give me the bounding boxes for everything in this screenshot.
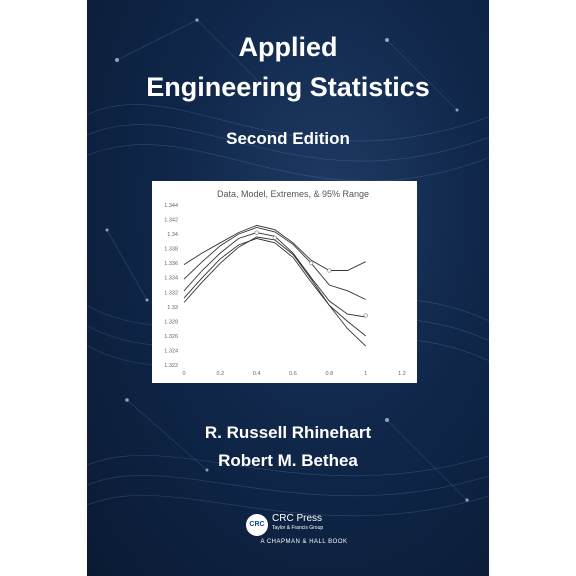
- crc-press-logo: CRC: [246, 514, 268, 536]
- data-point-marker: [272, 235, 277, 240]
- series-line-5: [183, 236, 366, 337]
- data-point-marker: [254, 230, 259, 235]
- book-edition: Second Edition: [226, 129, 350, 148]
- series-line-2: [183, 227, 366, 300]
- author-name-1: R. Russell Rhinehart: [204, 423, 372, 442]
- y-tick-label: 1.328: [164, 319, 178, 325]
- cover-chart: Data, Model, Extremes, & 95% Range 1.322 1…: [152, 181, 417, 383]
- book-title-line1: Applied: [238, 32, 338, 62]
- y-tick-label: 1.326: [164, 334, 178, 340]
- data-point-marker: [309, 261, 314, 266]
- series-line-3: [183, 232, 366, 318]
- book-title-line2: Engineering Statistics: [146, 72, 430, 102]
- chart-title: Data, Model, Extremes, & 95% Range: [217, 189, 369, 199]
- publisher-subtitle: Taylor & Francis Group: [272, 525, 324, 531]
- y-tick-label: 1.334: [164, 276, 178, 282]
- publisher-name: CRC Press: [272, 513, 323, 524]
- y-tick-label: 1.342: [164, 218, 178, 224]
- y-tick-label: 1.338: [164, 247, 178, 253]
- publisher-imprint: A CHAPMAN & HALL BOOK: [260, 539, 348, 545]
- y-tick-label: 1.33: [167, 305, 178, 311]
- data-point-marker: [363, 313, 368, 318]
- y-tick-label: 1.332: [164, 290, 178, 296]
- y-tick-label: 1.336: [164, 261, 178, 267]
- x-tick-label: 1: [364, 371, 367, 377]
- x-tick-label: 0.2: [217, 371, 225, 377]
- y-tick-label: 1.34: [167, 232, 178, 238]
- series-line-1: [183, 224, 366, 271]
- publisher-block: CRC CRC Press Taylor & Francis Group A C…: [234, 512, 384, 552]
- book-cover: Applied Engineering Statistics Second Ed…: [87, 0, 489, 576]
- data-point-marker: [327, 268, 332, 273]
- series-line-4: [183, 238, 367, 347]
- x-tick-label: 0: [182, 371, 185, 377]
- x-tick-label: 1.2: [398, 371, 406, 377]
- chart-plot: Data, Model, Extremes, & 95% Range 1.322 1…: [164, 189, 406, 377]
- author-name-2: Robert M. Bethea: [218, 451, 358, 470]
- x-tick-label: 0.6: [289, 371, 297, 377]
- x-tick-label: 0.4: [253, 371, 261, 377]
- y-tick-label: 1.324: [164, 348, 178, 354]
- y-tick-label: 1.344: [164, 203, 178, 209]
- x-tick-label: 0.8: [326, 371, 334, 377]
- y-tick-label: 1.322: [164, 363, 178, 369]
